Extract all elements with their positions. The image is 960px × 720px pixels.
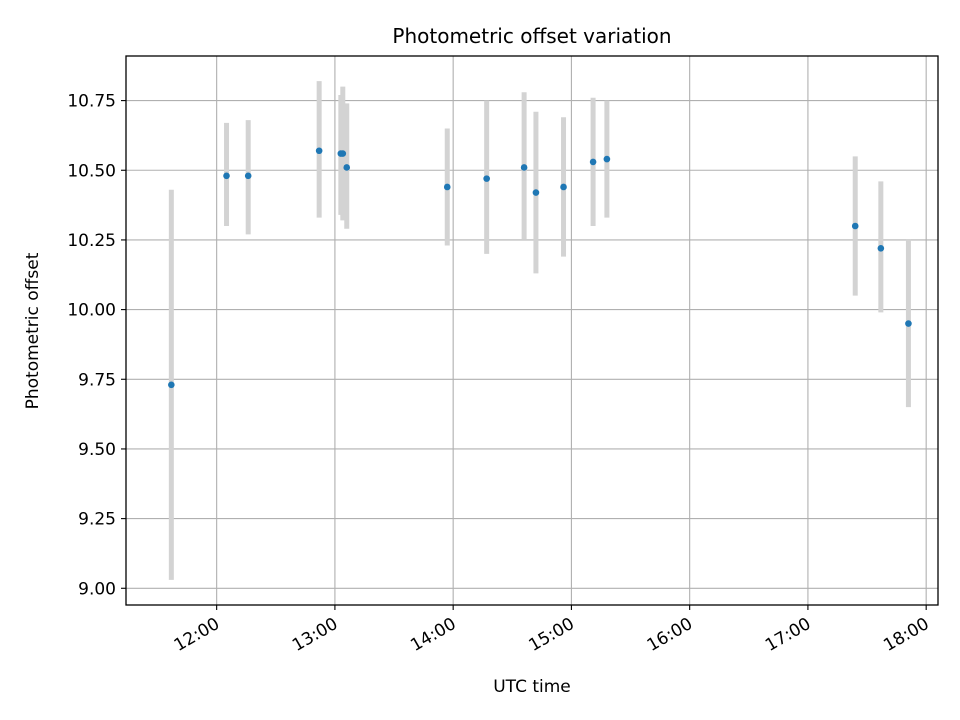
y-tick-label: 10.50 [67, 161, 116, 181]
data-point [560, 183, 567, 191]
y-tick-label: 9.75 [78, 370, 116, 390]
data-point [443, 183, 451, 191]
data-point [168, 381, 175, 389]
data-point [532, 189, 540, 196]
y-tick-label: 10.75 [67, 92, 116, 112]
data-point [877, 244, 885, 252]
axes-frame [125, 55, 939, 606]
x-axis-label: UTC time [493, 677, 571, 697]
data-point [223, 172, 230, 180]
chart-title: Photometric offset variation [392, 24, 671, 48]
data-point [905, 320, 912, 327]
y-tick-label: 9.25 [78, 510, 116, 530]
data-point [851, 222, 859, 230]
y-tick-label: 9.00 [78, 579, 116, 599]
y-tick-label: 9.50 [78, 440, 116, 460]
data-point [520, 164, 528, 171]
point-layer [168, 147, 912, 389]
data-point [343, 164, 351, 171]
data-point [339, 150, 347, 157]
data-point [603, 155, 611, 163]
y-tick-label: 10.00 [67, 301, 116, 321]
data-point [589, 158, 597, 166]
data-point [483, 175, 490, 182]
data-point [244, 172, 252, 180]
data-point [315, 147, 323, 155]
y-tick-label: 10.25 [67, 231, 116, 251]
y-axis-label: Photometric offset [23, 252, 43, 409]
grid-layer [126, 56, 938, 605]
